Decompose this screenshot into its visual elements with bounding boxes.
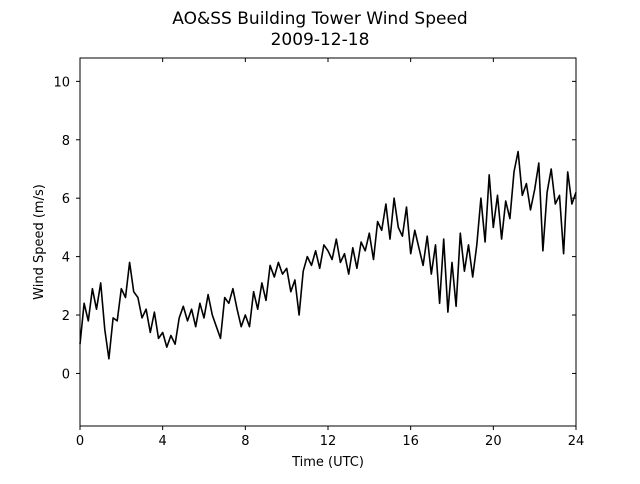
chart-subtitle: 2009-12-18 xyxy=(271,30,370,50)
y-axis-label: Wind Speed (m/s) xyxy=(32,184,47,300)
y-tick-label: 4 xyxy=(62,251,70,266)
y-tick-label: 8 xyxy=(62,134,70,149)
x-tick-label: 12 xyxy=(320,434,337,449)
wind-speed-series-line xyxy=(79,150,577,360)
x-tick-label: 24 xyxy=(568,434,585,449)
y-tick-label: 2 xyxy=(62,309,70,324)
x-tick-label: 16 xyxy=(402,434,419,449)
x-axis: 0 4 8 12 16 20 24 xyxy=(76,58,584,449)
x-tick-label: 20 xyxy=(485,434,502,449)
y-axis: 0 2 4 6 8 10 xyxy=(53,75,576,382)
x-tick-label: 8 xyxy=(241,434,249,449)
x-tick-label: 4 xyxy=(159,434,167,449)
x-axis-label: Time (UTC) xyxy=(291,455,364,470)
chart-title: AO&SS Building Tower Wind Speed xyxy=(172,9,467,29)
y-tick-label: 6 xyxy=(62,192,70,207)
plot-area xyxy=(79,150,577,360)
y-tick-label: 0 xyxy=(62,367,70,382)
y-tick-label: 10 xyxy=(53,75,70,90)
plot-frame xyxy=(79,57,577,427)
x-tick-label: 0 xyxy=(76,434,84,449)
